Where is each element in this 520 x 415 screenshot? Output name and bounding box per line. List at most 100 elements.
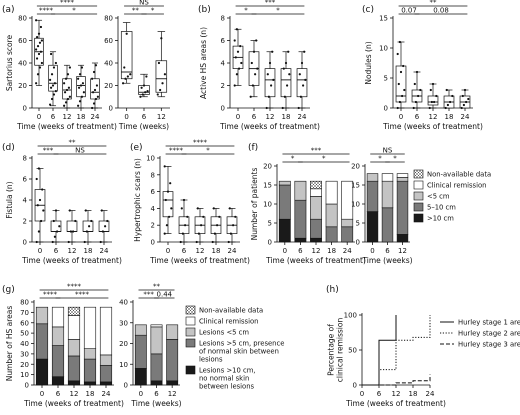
data-point [54, 209, 58, 212]
x-tick-label: 18 [327, 247, 336, 255]
significance-label: * [291, 155, 295, 163]
box-iqr [82, 220, 94, 232]
significance-label: * [378, 155, 382, 163]
x-tick-label: 12 [196, 247, 205, 255]
box-iqr [48, 64, 58, 92]
data-point [85, 230, 88, 233]
data-point [402, 64, 405, 68]
data-point [169, 182, 172, 185]
x-axis-label: Time (weeks of treatment) [16, 122, 117, 131]
segment-b5to10 [294, 199, 307, 239]
data-point [211, 240, 214, 244]
data-point [449, 100, 452, 104]
y-tick-label: 30 [119, 319, 128, 327]
segment-remission [325, 180, 338, 205]
segment-gt5 [150, 353, 163, 382]
panel-label: (c) [362, 5, 374, 15]
legend-label: Non-available data [427, 171, 491, 179]
segment-lt5 [366, 173, 379, 182]
x-tick-label: 6 [51, 113, 56, 121]
data-point [63, 91, 67, 94]
significance-label: ** [153, 283, 161, 291]
data-point [77, 86, 81, 89]
data-point [462, 103, 465, 107]
significance-label: **** [67, 283, 82, 291]
y-tick-label: 0 [124, 382, 128, 390]
stacked-bar-0 [134, 324, 147, 386]
data-point [465, 100, 468, 104]
data-point [218, 215, 221, 218]
data-point [36, 45, 40, 48]
y-tick-label: 2 [23, 218, 27, 226]
box-iqr [120, 31, 133, 80]
segment-lt5 [35, 306, 49, 325]
stacked-bar-0 [35, 306, 49, 386]
x-tick-label: 0 [139, 390, 143, 398]
data-point [197, 232, 200, 235]
x-axis-label: Time (weeks of treatment) [219, 122, 320, 131]
x-tick-label: 24 [228, 247, 237, 255]
y-tick-label: 8 [221, 15, 225, 23]
data-point [93, 88, 97, 92]
x-tick-label: 24 [91, 113, 100, 121]
data-point [216, 224, 219, 227]
data-point [272, 78, 275, 81]
box-iqr [427, 95, 439, 106]
legend-swatch [185, 338, 196, 348]
data-point [299, 95, 302, 98]
y-tick-label: 0 [384, 105, 388, 113]
data-point [186, 215, 189, 218]
significance-label: **** [43, 291, 58, 299]
data-point [180, 207, 183, 210]
data-point [397, 82, 400, 86]
legend-item-lt5: Lesions <5 cm [185, 327, 249, 337]
x-tick-label: 6 [385, 247, 390, 255]
y-tick-label: 20 [351, 163, 360, 171]
data-point [413, 82, 416, 86]
x-tick-label: 0 [236, 113, 240, 121]
legend-swatch [413, 169, 424, 179]
data-point [212, 207, 215, 210]
data-point [64, 77, 68, 80]
data-point [68, 66, 71, 69]
legend-label: Hurley stage 3 areas [458, 341, 520, 349]
series-line [362, 315, 431, 386]
data-point [234, 56, 237, 59]
significance-label: 0.08 [433, 7, 449, 15]
box-0 [120, 22, 133, 85]
y-tick-label: 0 [151, 239, 155, 247]
data-point [200, 224, 203, 227]
legend-item-na: Non-available data [185, 305, 263, 315]
data-point [52, 93, 56, 96]
data-point [124, 77, 127, 80]
y-tick-label: 30 [20, 350, 29, 358]
box-24 [226, 207, 238, 244]
stacked-bar-18 [83, 306, 97, 386]
data-point [49, 86, 53, 89]
data-point [428, 106, 431, 110]
y-tick-label: 70 [20, 309, 29, 317]
significance-label: * [206, 147, 210, 155]
legend-label: lesions [199, 356, 223, 364]
y-tick-label: 0 [221, 105, 225, 113]
data-point [139, 95, 142, 98]
data-point [54, 61, 57, 65]
data-point [81, 82, 85, 85]
significance-label: **** [39, 7, 54, 15]
data-point [54, 90, 57, 93]
data-point [53, 82, 57, 85]
y-tick-label: 20 [104, 82, 113, 90]
x-tick-label: 12 [398, 247, 407, 255]
segment-gt5 [83, 358, 97, 383]
box-iqr [155, 60, 168, 93]
data-point [125, 32, 128, 35]
data-point [141, 93, 144, 96]
data-point [145, 75, 148, 78]
data-point [232, 224, 235, 227]
data-point [156, 93, 159, 96]
data-point [179, 240, 182, 244]
x-tick-label: 18 [84, 247, 93, 255]
data-point [35, 36, 39, 39]
y-tick-label: 40 [18, 60, 27, 68]
